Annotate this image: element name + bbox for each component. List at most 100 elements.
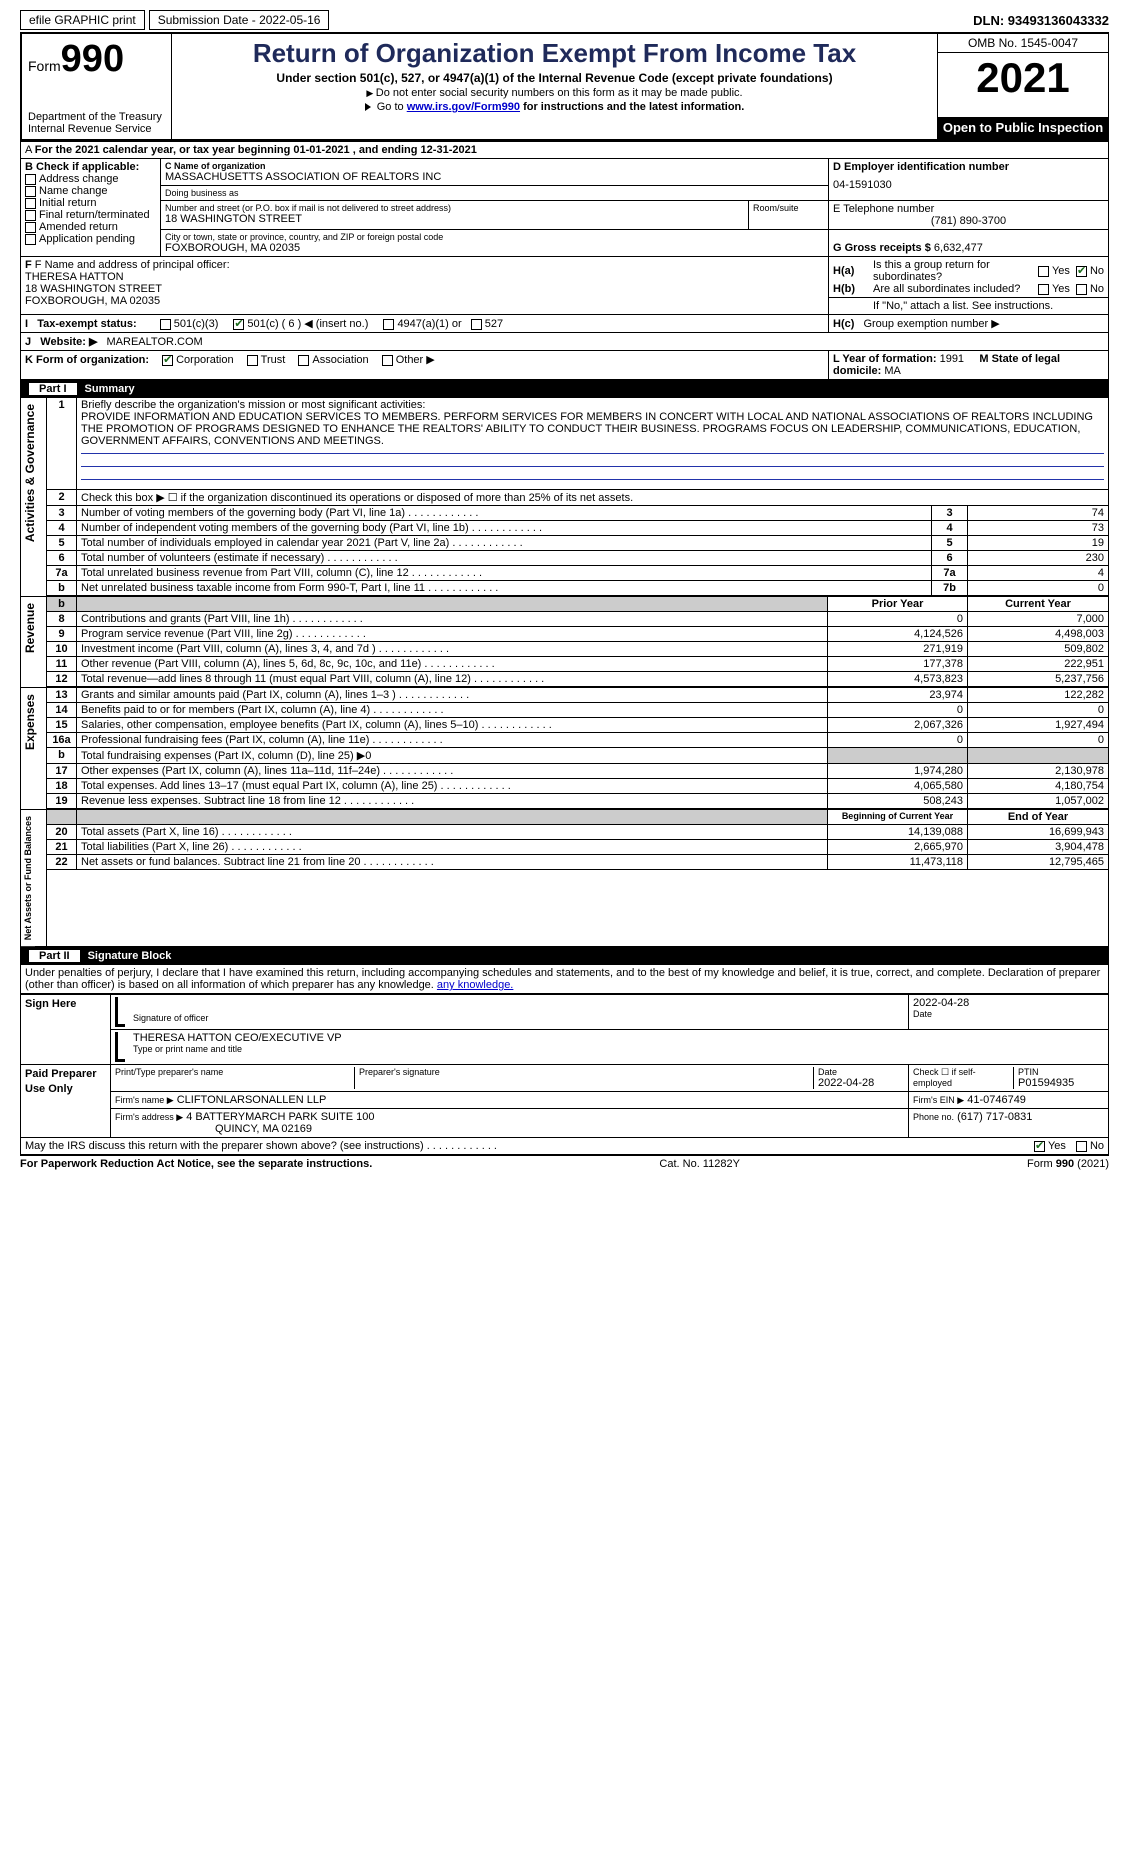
paid-preparer-label: Paid Preparer Use Only (21, 1065, 111, 1138)
line18-desc: Total expenses. Add lines 13–17 (must eq… (77, 779, 828, 793)
ha-yes[interactable]: Yes (1038, 265, 1070, 277)
cb-other[interactable]: Other ▶ (382, 354, 435, 366)
phone-label: E Telephone number (833, 203, 1104, 215)
line7a-val: 4 (968, 566, 1108, 580)
line4-desc: Number of independent voting members of … (77, 521, 932, 535)
year-formation-value: 1991 (940, 353, 964, 365)
website-label: J Website: ▶ (25, 336, 97, 348)
cb-527[interactable]: 527 (471, 318, 503, 330)
form-title: Return of Organization Exempt From Incom… (178, 38, 931, 69)
line18-prior: 4,065,580 (828, 779, 968, 793)
line18-curr: 4,180,754 (968, 779, 1108, 793)
ha-no[interactable]: No (1076, 265, 1104, 277)
cb-4947[interactable]: 4947(a)(1) or (383, 318, 461, 330)
cb-address-change[interactable]: Address change (25, 173, 156, 185)
tax-year: 2021 (938, 53, 1108, 117)
firm-addr-label: Firm's address ▶ (115, 1112, 183, 1122)
cb-assoc[interactable]: Association (298, 354, 368, 366)
sig-date: 2022-04-28 (913, 997, 1104, 1009)
hc-text: Group exemption number ▶ (863, 318, 999, 330)
cb-amended-return[interactable]: Amended return (25, 221, 156, 233)
line22-num: 22 (47, 855, 77, 869)
line12-curr: 5,237,756 (968, 672, 1108, 686)
street-label: Number and street (or P.O. box if mail i… (165, 203, 744, 213)
gross-receipts-label: G Gross receipts $ (833, 242, 931, 254)
phone-prep-label: Phone no. (913, 1112, 954, 1122)
line8-num: 8 (47, 612, 77, 626)
org-name: MASSACHUSETTS ASSOCIATION OF REALTORS IN… (165, 171, 824, 183)
irs-link[interactable]: www.irs.gov/Form990 (407, 101, 520, 113)
efile-print-button[interactable]: efile GRAPHIC print (20, 10, 145, 30)
line13-prior: 23,974 (828, 688, 968, 702)
cb-corp[interactable]: Corporation (162, 354, 233, 366)
line20-desc: Total assets (Part X, line 16) (77, 825, 828, 839)
line22-prior: 11,473,118 (828, 855, 968, 869)
vert-revenue: Revenue (21, 597, 39, 659)
lineb-curr (968, 748, 1108, 763)
discuss-no[interactable]: No (1076, 1140, 1104, 1152)
cb-initial-return[interactable]: Initial return (25, 197, 156, 209)
lineb-prior (828, 748, 968, 763)
hdr-prior: Prior Year (828, 597, 968, 611)
dba-label: Doing business as (165, 188, 824, 198)
website-value: MAREALTOR.COM (107, 336, 203, 348)
line12-prior: 4,573,823 (828, 672, 968, 686)
footer-mid: Cat. No. 11282Y (659, 1158, 740, 1170)
firm-ein: 41-0746749 (967, 1094, 1026, 1106)
ein-label: D Employer identification number (833, 161, 1104, 173)
tax-exempt-label: I Tax-exempt status: (25, 318, 137, 330)
line8-prior: 0 (828, 612, 968, 626)
room-label: Room/suite (753, 203, 824, 213)
line21-num: 21 (47, 840, 77, 854)
line17-curr: 2,130,978 (968, 764, 1108, 778)
ha-label: H(a) (833, 265, 873, 277)
officer-label: F F Name and address of principal office… (25, 259, 824, 271)
line3-key: 3 (932, 506, 968, 520)
line15-curr: 1,927,494 (968, 718, 1108, 732)
line12-desc: Total revenue—add lines 8 through 11 (mu… (77, 672, 828, 686)
line14-num: 14 (47, 703, 77, 717)
cb-name-change[interactable]: Name change (25, 185, 156, 197)
department: Department of the Treasury Internal Reve… (28, 111, 165, 135)
firm-name-label: Firm's name ▶ (115, 1095, 174, 1105)
discuss-yes[interactable]: Yes (1034, 1140, 1066, 1152)
line7a-num: 7a (47, 566, 77, 580)
lineb-desc: Total fundraising expenses (Part IX, col… (77, 748, 828, 763)
lineb-num: b (47, 748, 77, 763)
line3-val: 74 (968, 506, 1108, 520)
prep-name-label: Print/Type preparer's name (115, 1067, 350, 1077)
prep-selfemp[interactable]: Check ☐ if self-employed (913, 1067, 1014, 1089)
line10-prior: 271,919 (828, 642, 968, 656)
lineb-desc: Net unrelated business taxable income fr… (77, 581, 932, 595)
cb-application-pending[interactable]: Application pending (25, 233, 156, 245)
line19-prior: 508,243 (828, 794, 968, 808)
hb-yes[interactable]: Yes (1038, 283, 1070, 295)
officer-street: 18 WASHINGTON STREET (25, 283, 824, 295)
hb-no[interactable]: No (1076, 283, 1104, 295)
prep-date: 2022-04-28 (818, 1077, 900, 1089)
lineb-num: b (47, 581, 77, 595)
any-knowledge-link[interactable]: any knowledge. (437, 979, 513, 991)
line11-prior: 177,378 (828, 657, 968, 671)
phone-prep: (617) 717-0831 (957, 1111, 1032, 1123)
hb-text: Are all subordinates included? (873, 283, 1038, 295)
line21-curr: 3,904,478 (968, 840, 1108, 854)
cb-trust[interactable]: Trust (247, 354, 286, 366)
line13-curr: 122,282 (968, 688, 1108, 702)
mission-text: PROVIDE INFORMATION AND EDUCATION SERVIC… (81, 411, 1093, 447)
sig-date-label: Date (913, 1009, 1104, 1019)
vert-expenses: Expenses (21, 688, 39, 756)
line14-prior: 0 (828, 703, 968, 717)
line7a-key: 7a (932, 566, 968, 580)
cb-501c[interactable]: 501(c) ( 6 ) ◀ (insert no.) (233, 318, 368, 330)
line4-num: 4 (47, 521, 77, 535)
line14-desc: Benefits paid to or for members (Part IX… (77, 703, 828, 717)
line11-num: 11 (47, 657, 77, 671)
cb-final-return[interactable]: Final return/terminated (25, 209, 156, 221)
cb-501c3[interactable]: 501(c)(3) (160, 318, 219, 330)
part2-header: Part IISignature Block (20, 947, 1109, 965)
part1-header: Part ISummary (20, 380, 1109, 398)
line9-num: 9 (47, 627, 77, 641)
prep-sig-label: Preparer's signature (359, 1067, 809, 1077)
line20-curr: 16,699,943 (968, 825, 1108, 839)
